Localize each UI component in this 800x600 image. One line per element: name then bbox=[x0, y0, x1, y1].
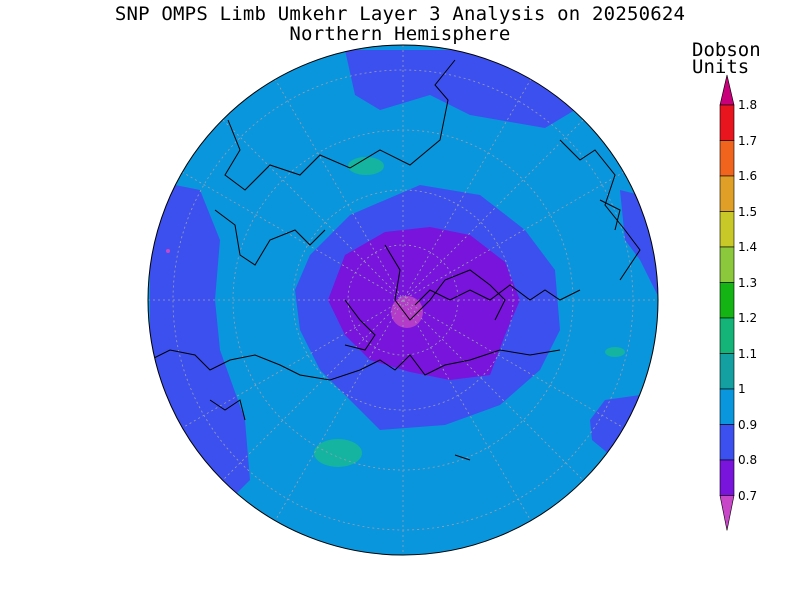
graticule bbox=[148, 45, 658, 555]
colorbar-tick-label: 1.5 bbox=[738, 204, 758, 219]
colorbar-tick-label: 1.6 bbox=[738, 169, 758, 183]
colorbar-segment bbox=[719, 353, 735, 390]
colorbar-tick-label: 1.8 bbox=[738, 98, 758, 112]
colorbar-segment bbox=[719, 424, 735, 461]
field-1.0-1.1-pacific bbox=[605, 347, 625, 357]
colorbar-segment bbox=[719, 140, 735, 177]
colorbar-segment bbox=[719, 246, 735, 283]
colorbar-segment bbox=[719, 459, 735, 496]
colorbar-bottom-arrow bbox=[719, 495, 735, 531]
colorbar-tick-label: 0.9 bbox=[738, 417, 758, 432]
field-1.0-1.1-atlantic bbox=[314, 439, 362, 467]
colorbar-tick-label: 1.1 bbox=[738, 346, 758, 361]
colorbar-tick-label: 1.3 bbox=[738, 275, 758, 290]
colorbar-tick-label: 1.4 bbox=[738, 240, 758, 254]
map-title: SNP OMPS Limb Umkehr Layer 3 Analysis on… bbox=[114, 3, 686, 25]
colorbar-top-arrow bbox=[719, 74, 735, 106]
colorbar-segment bbox=[719, 104, 735, 141]
colorbar-segment bbox=[719, 211, 735, 248]
colorbar-tick-label: 0.8 bbox=[738, 453, 758, 467]
coastlines bbox=[149, 59, 641, 461]
colorbar-tick-label: 1.2 bbox=[738, 311, 758, 325]
colorbar-units-line2: Units bbox=[692, 56, 750, 78]
colorbar-tick-label: 1.7 bbox=[738, 133, 758, 148]
map-subtitle: Northern Hemisphere bbox=[289, 23, 511, 45]
colorbar-tick-label: 1 bbox=[738, 382, 746, 396]
field-1.0-1.1-asia bbox=[348, 157, 384, 175]
field-0.7-0.8 bbox=[328, 227, 520, 380]
colorbar-units-line1: Dobson bbox=[692, 39, 761, 61]
colorbar-segment bbox=[719, 175, 735, 212]
colorbar-tick-label: 0.7 bbox=[738, 488, 758, 503]
colorbar-segment bbox=[719, 317, 735, 354]
colorbar-segment bbox=[719, 282, 735, 319]
colorbar-segment bbox=[719, 388, 735, 425]
